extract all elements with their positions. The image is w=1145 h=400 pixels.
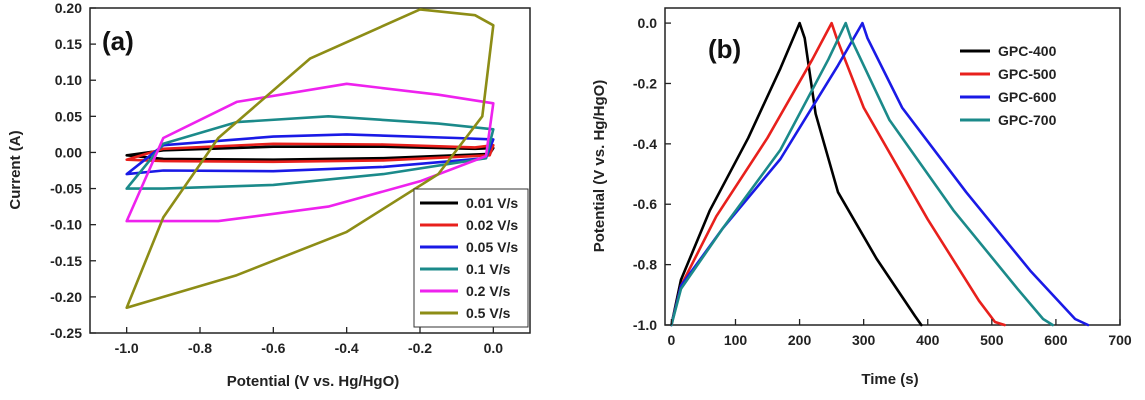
- series-line-0-2-v-s: [125, 82, 495, 223]
- y-tick-label: -0.25: [50, 325, 82, 341]
- y-ticks-a: -0.25 -0.20 -0.15 -0.10 -0.05 0.00 0.05 0.10 0.1…: [50, 0, 96, 341]
- x-axis-label-b: Time (s): [861, 371, 918, 388]
- y-axis-label-a: Current (A): [7, 130, 24, 209]
- x-tick-label: 400: [916, 332, 940, 348]
- x-tick-label: -1.0: [115, 340, 139, 356]
- y-tick-label: -0.05: [50, 181, 82, 197]
- y-tick-label: 0.15: [55, 36, 82, 52]
- x-tick-label: -0.4: [335, 340, 359, 356]
- series-line-gpc-500: [670, 21, 1006, 327]
- y-tick-label: -1.0: [633, 317, 657, 333]
- x-tick-label: 700: [1108, 332, 1132, 348]
- series-line-0-1-v-s: [125, 115, 495, 190]
- series-line-gpc-400: [670, 21, 923, 327]
- gcd-panel: 0 100 200 300 400 500 600 700 -1.0-0.8-0.6-0.4-…: [591, 7, 1132, 388]
- legend-label-gpc-400: GPC-400: [998, 43, 1057, 59]
- x-ticks-b: 0 100 200 300 400 500 600 700: [668, 319, 1132, 348]
- y-tick-label: -0.2: [633, 75, 657, 91]
- y-tick-label: -0.8: [633, 257, 657, 273]
- plot-frame-b: [664, 7, 1121, 326]
- x-tick-label: 0.0: [484, 340, 504, 356]
- legend-label-0-2-v-s: 0.2 V/s: [466, 283, 511, 299]
- panel-label-a: (a): [102, 26, 134, 56]
- series-line-0-5-v-s: [125, 8, 495, 309]
- x-tick-label: -0.2: [408, 340, 432, 356]
- legend-label-gpc-500: GPC-500: [998, 66, 1057, 82]
- cv-panel: -1.0 -0.8 -0.6 -0.4 -0.2 0.0 -0.25-0.20-0.15-…: [7, 0, 531, 390]
- y-tick-label: 0.20: [55, 0, 82, 16]
- y-ticks-b: -1.0 -0.8 -0.6 -0.4 -0.2 0.0: [633, 15, 671, 333]
- legend-a: 0.01 V/s 0.02 V/s 0.05 V/s 0.1 V/s 0.2 V/s 0.…: [413, 188, 529, 328]
- y-tick-label: 0.0: [638, 15, 658, 31]
- legend-box-a: [413, 188, 529, 328]
- series-group-a: [125, 8, 495, 309]
- y-tick-label: 0.05: [55, 108, 82, 124]
- series-line-0-05-v-s: [125, 133, 495, 176]
- y-tick-label: -0.4: [633, 136, 657, 152]
- legend-label-gpc-600: GPC-600: [998, 89, 1057, 105]
- series-line-gpc-700: [670, 21, 1054, 327]
- legend-label-0-05-v-s: 0.05 V/s: [466, 239, 518, 255]
- x-tick-label: 600: [1044, 332, 1068, 348]
- legend-label-0-02-v-s: 0.02 V/s: [466, 217, 518, 233]
- series-line-0-02-v-s: [125, 142, 495, 164]
- y-tick-label: -0.6: [633, 196, 657, 212]
- legend-label-gpc-700: GPC-700: [998, 112, 1057, 128]
- x-ticks-a: -1.0 -0.8 -0.6 -0.4 -0.2 0.0: [115, 327, 504, 356]
- y-tick-label: -0.15: [50, 253, 82, 269]
- y-tick-label: -0.10: [50, 217, 82, 233]
- x-tick-label: 100: [724, 332, 748, 348]
- series-group-b: [670, 21, 1090, 327]
- x-tick-label: -0.8: [188, 340, 212, 356]
- x-axis-label-a: Potential (V vs. Hg/HgO): [227, 373, 400, 390]
- plot-frame-a: [89, 7, 531, 334]
- y-tick-label: 0.00: [55, 144, 82, 160]
- legend-b: GPC-400 GPC-500 GPC-600 GPC-700: [960, 43, 1057, 128]
- x-tick-label: 200: [788, 332, 812, 348]
- legend-label-0-5-v-s: 0.5 V/s: [466, 305, 511, 321]
- legend-label-0-01-v-s: 0.01 V/s: [466, 195, 518, 211]
- x-tick-label: -0.6: [261, 340, 285, 356]
- y-axis-label-b: Potential (V vs. Hg/HgO): [591, 80, 608, 253]
- legend-label-0-1-v-s: 0.1 V/s: [466, 261, 511, 277]
- x-tick-label: 500: [980, 332, 1004, 348]
- y-tick-label: 0.10: [55, 72, 82, 88]
- x-tick-label: 300: [852, 332, 876, 348]
- x-tick-label: 0: [668, 332, 676, 348]
- panel-label-b: (b): [708, 34, 741, 64]
- y-tick-label: -0.20: [50, 289, 82, 305]
